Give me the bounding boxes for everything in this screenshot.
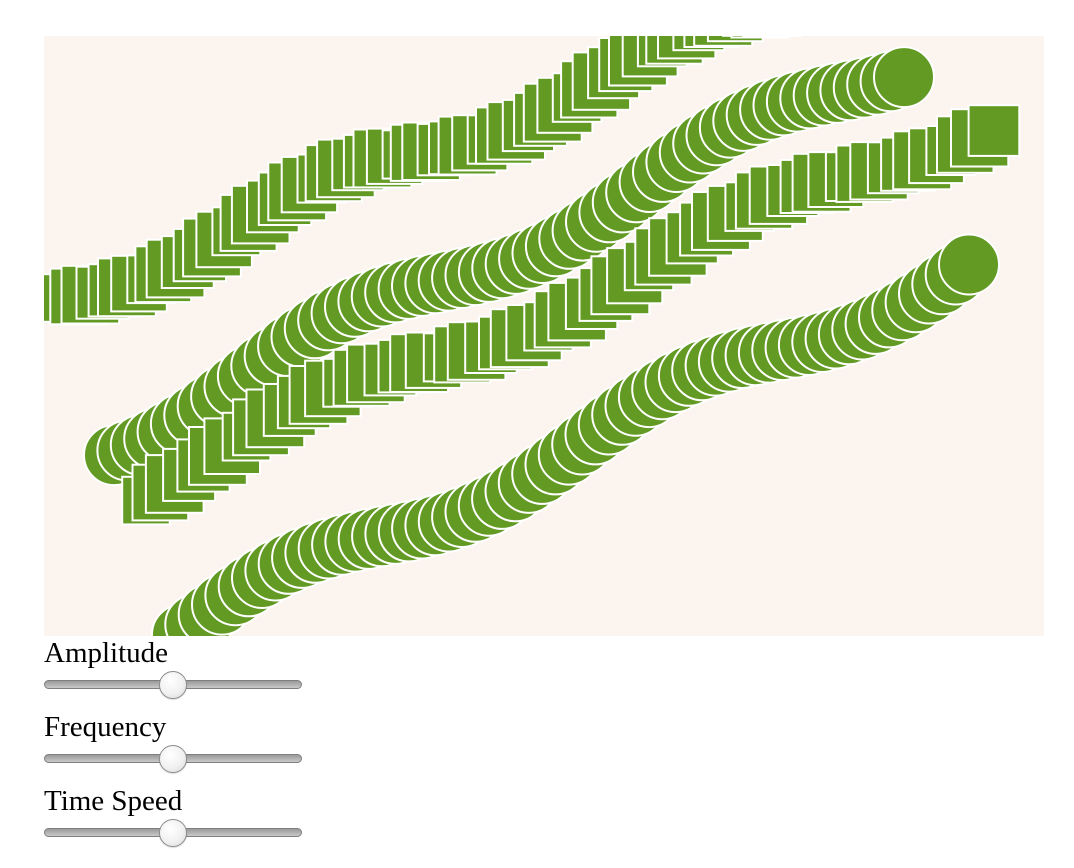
- square-wave-band: [44, 36, 802, 326]
- square-wave-band: [121, 104, 1021, 526]
- amplitude-slider-thumb[interactable]: [159, 671, 187, 699]
- frequency-label: Frequency: [44, 711, 167, 743]
- square-shape: [706, 36, 764, 43]
- amplitude-label: Amplitude: [44, 637, 169, 669]
- circle-wave-band: [151, 233, 1000, 636]
- time-speed-slider-thumb[interactable]: [159, 819, 187, 847]
- wave-canvas: [44, 36, 1044, 636]
- circle-shape: [938, 233, 1000, 296]
- frequency-control: Frequency: [44, 710, 344, 784]
- circle-wave-band: [83, 46, 935, 487]
- circle-shape: [873, 46, 935, 109]
- amplitude-slider[interactable]: [44, 671, 302, 710]
- wave-visualization: [44, 36, 1044, 636]
- time-speed-slider[interactable]: [44, 819, 302, 858]
- controls-panel: Amplitude Frequency Time Speed: [44, 636, 344, 858]
- frequency-slider-thumb[interactable]: [159, 745, 187, 773]
- time-speed-label: Time Speed: [44, 785, 183, 817]
- square-shape: [967, 104, 1021, 157]
- frequency-slider[interactable]: [44, 745, 302, 784]
- amplitude-control: Amplitude: [44, 636, 344, 710]
- time-speed-control: Time Speed: [44, 784, 344, 858]
